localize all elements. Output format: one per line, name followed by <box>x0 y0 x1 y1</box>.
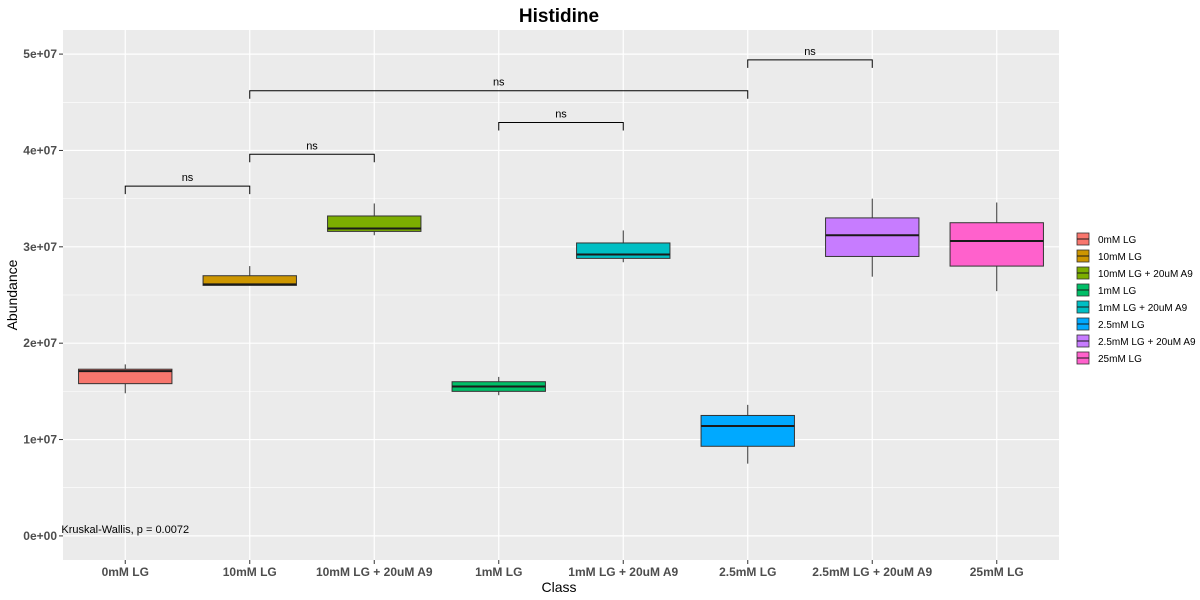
legend-label: 1mM LG <box>1098 286 1137 297</box>
legend-item: 2.5mM LG + 20uM A9 <box>1076 334 1196 348</box>
x-tick-label: 25mM LG <box>970 565 1024 579</box>
legend-label: 0mM LG <box>1098 235 1137 246</box>
y-axis-title: Abundance <box>4 259 20 330</box>
x-tick-label: 10mM LG + 20uM A9 <box>316 565 433 579</box>
significance-brackets: ns ns ns ns ns <box>124 46 873 195</box>
bracket-label: ns <box>493 77 505 89</box>
box-iqr <box>700 414 795 447</box>
legend-label: 1mM LG + 20uM A9 <box>1098 303 1188 314</box>
bracket-label: ns <box>555 109 567 121</box>
legend-item: 0mM LG <box>1076 232 1137 246</box>
box-iqr <box>78 368 173 385</box>
y-tick-label: 4e+07 <box>23 143 57 157</box>
box-8 <box>949 202 1044 292</box>
x-tick-label: 0mM LG <box>102 565 149 579</box>
comparison-bracket: ns <box>498 109 624 131</box>
chart-title: Histidine <box>519 6 599 27</box>
box-iqr <box>949 222 1044 267</box>
legend-label: 10mM LG <box>1098 252 1142 263</box>
kruskal-wallis-annotation: Kruskal-Wallis, p = 0.0072 <box>61 524 189 536</box>
grid-lines <box>63 30 1059 560</box>
box-2 <box>202 266 297 286</box>
y-axis: 0e+00 1e+07 2e+07 3e+07 4e+07 5e+07 <box>23 47 63 543</box>
box-3 <box>327 203 422 236</box>
comparison-bracket: ns <box>124 172 251 195</box>
bracket-line <box>498 122 624 131</box>
box-7 <box>825 198 920 277</box>
bracket-label: ns <box>182 172 194 184</box>
legend-label: 10mM LG + 20uM A9 <box>1098 269 1193 280</box>
x-axis: 0mM LG 10mM LG 10mM LG + 20uM A9 1mM LG 1mM … <box>102 560 1024 579</box>
legend-item: 10mM LG + 20uM A9 <box>1076 266 1193 280</box>
y-tick-label: 2e+07 <box>23 336 57 350</box>
bracket-line <box>249 90 749 99</box>
bracket-line <box>747 59 873 68</box>
legend-item: 25mM LG <box>1076 351 1142 365</box>
y-tick-label: 5e+07 <box>23 47 57 61</box>
y-tick-label: 1e+07 <box>23 433 57 447</box>
box-iqr <box>576 242 671 259</box>
legend-item: 2.5mM LG <box>1076 317 1145 331</box>
x-tick-label: 1mM LG <box>475 565 522 579</box>
box-4 <box>451 376 546 396</box>
comparison-bracket: ns <box>249 77 749 99</box>
x-tick-label: 2.5mM LG + 20uM A9 <box>812 565 932 579</box>
x-tick-label: 1mM LG + 20uM A9 <box>568 565 678 579</box>
bracket-label: ns <box>306 140 318 152</box>
bracket-label: ns <box>804 46 816 58</box>
legend-label: 25mM LG <box>1098 354 1142 365</box>
bracket-line <box>249 153 375 163</box>
bracket-line <box>124 185 251 195</box>
legend-label: 2.5mM LG + 20uM A9 <box>1098 337 1196 348</box>
x-axis-title: Class <box>541 579 576 595</box>
box-iqr <box>825 217 920 257</box>
comparison-bracket: ns <box>249 140 375 163</box>
legend-item: 1mM LG <box>1076 283 1137 297</box>
x-tick-label: 10mM LG <box>223 565 277 579</box>
y-tick-label: 3e+07 <box>23 240 57 254</box>
comparison-bracket: ns <box>747 46 873 68</box>
box-series <box>78 198 1044 464</box>
box-6 <box>700 404 795 464</box>
x-tick-label: 2.5mM LG <box>719 565 776 579</box>
box-1 <box>78 364 173 394</box>
y-tick-label: 0e+00 <box>23 529 57 543</box>
box-5 <box>576 230 671 263</box>
legend-item: 10mM LG <box>1076 249 1142 263</box>
legend-label: 2.5mM LG <box>1098 320 1145 331</box>
legend: 0mM LG 10mM LG 10mM LG + 20uM A9 1mM LG 1mM … <box>1076 232 1196 365</box>
legend-item: 1mM LG + 20uM A9 <box>1076 300 1188 314</box>
